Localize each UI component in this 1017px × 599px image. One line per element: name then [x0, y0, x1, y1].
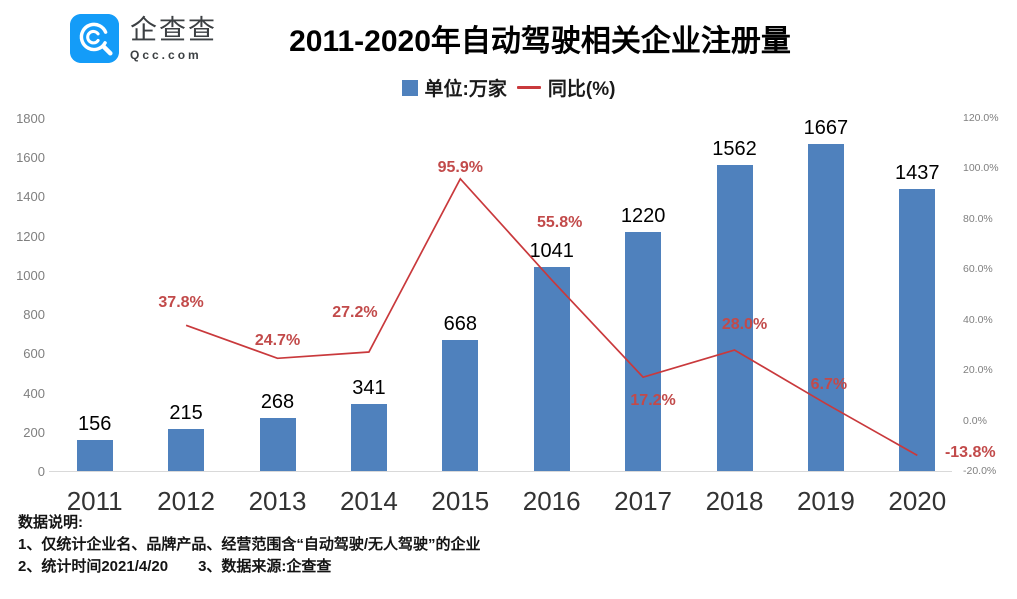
bar-value-label: 156 [78, 413, 112, 436]
y-axis-tick-label: 1800 [16, 111, 45, 126]
secondary-y-axis-tick-label: 60.0% [963, 263, 993, 276]
x-axis-label-2011: 2011 [66, 486, 123, 516]
x-axis-label-2012: 2012 [157, 486, 216, 516]
x-axis-line [49, 471, 952, 472]
bar-value-label: 668 [443, 312, 477, 335]
x-axis-label-2018: 2018 [705, 486, 764, 516]
bar-value-label: 1437 [895, 162, 940, 185]
data-notes: 数据说明: 1、仅统计企业名、品牌产品、经营范围含“自动驾驶/无人驾驶”的企业 … [18, 512, 481, 578]
logo-brand-name: 企查查 [130, 14, 217, 45]
bar-value-label: 1041 [529, 239, 574, 262]
growth-value-label: 17.2% [630, 392, 676, 410]
bar-2014 [350, 404, 387, 471]
x-axis-label-2019: 2019 [796, 486, 855, 516]
y-axis-tick-label: 1000 [16, 267, 45, 283]
bar-2015 [442, 339, 479, 471]
bar-value-label: 1562 [712, 137, 757, 160]
growth-value-label: 28.0% [721, 315, 768, 333]
bar-2017 [625, 231, 662, 471]
legend-line-label: 同比(%) [547, 79, 616, 100]
x-axis-label-2017: 2017 [614, 486, 673, 516]
y-axis-tick-label: 200 [23, 424, 45, 440]
bar-value-label: 215 [169, 401, 203, 424]
x-axis-label-2016: 2016 [522, 486, 581, 516]
legend-item-line: 同比(%) [516, 74, 616, 101]
x-axis-label-2014: 2014 [339, 486, 398, 516]
bar-2016 [533, 266, 570, 471]
growth-value-label: -13.8% [944, 444, 996, 462]
legend-item-bar: 单位:万家 [401, 74, 507, 101]
data-notes-line-2: 2、统计时间2021/4/20 3、数据来源:企查查 [18, 558, 332, 575]
qcc-magnifier-icon [70, 14, 119, 63]
line-series-dash-icon [516, 86, 541, 89]
qcc-logo: 企查查 Qcc.com [70, 14, 217, 63]
bar-series-swatch-icon [401, 79, 418, 96]
x-axis-label-2013: 2013 [248, 486, 307, 516]
legend-bar-label: 单位:万家 [424, 79, 507, 100]
y-axis-tick-label: 400 [23, 385, 45, 401]
logo-text: 企查查 Qcc.com [130, 14, 217, 62]
y-axis-tick-label: 800 [23, 307, 45, 323]
secondary-y-axis-tick-label: 120.0% [963, 112, 999, 124]
bar-2013 [259, 418, 296, 471]
bar-value-label: 268 [260, 391, 295, 414]
data-notes-line-1: 1、仅统计企业名、品牌产品、经营范围含“自动驾驶/无人驾驶”的企业 [18, 536, 481, 553]
growth-value-label: 95.9% [437, 158, 483, 176]
growth-value-label: 27.2% [332, 303, 378, 321]
bar-value-label: 1667 [803, 117, 849, 140]
chart-legend: 单位:万家 同比(%) [0, 74, 1017, 101]
bar-2019 [807, 144, 844, 471]
y-axis-tick-label: 600 [23, 346, 45, 362]
bar-2011 [76, 440, 113, 471]
bar-value-label: 341 [352, 377, 386, 400]
secondary-y-axis-tick-label: -20.0% [963, 465, 997, 477]
growth-value-label: 37.8% [158, 294, 204, 312]
y-axis-tick-label: 1200 [16, 228, 45, 244]
logo-domain: Qcc.com [130, 47, 202, 62]
growth-value-label: 24.7% [254, 332, 301, 350]
data-notes-heading: 数据说明: [18, 514, 83, 531]
secondary-y-axis-tick-label: 80.0% [963, 212, 993, 225]
x-axis-label-2015: 2015 [431, 486, 490, 516]
x-axis-label-2020: 2020 [888, 486, 947, 516]
bar-value-label: 1220 [620, 204, 666, 227]
bar-2012 [168, 428, 205, 471]
bar-2020 [899, 189, 936, 471]
y-axis-tick-label: 1400 [16, 189, 45, 205]
secondary-y-axis-tick-label: 40.0% [963, 313, 993, 326]
secondary-y-axis-tick-label: 0.0% [963, 414, 987, 427]
growth-value-label: 55.8% [537, 213, 583, 231]
secondary-y-axis-tick-label: 100.0% [963, 162, 999, 175]
y-axis-tick-label: 1600 [16, 150, 45, 166]
y-axis-tick-label: 0 [37, 464, 45, 479]
chart-title: 2011-2020年自动驾驶相关企业注册量 [289, 25, 791, 58]
secondary-y-axis-tick-label: 20.0% [963, 364, 993, 377]
growth-value-label: 6.7% [810, 375, 848, 393]
